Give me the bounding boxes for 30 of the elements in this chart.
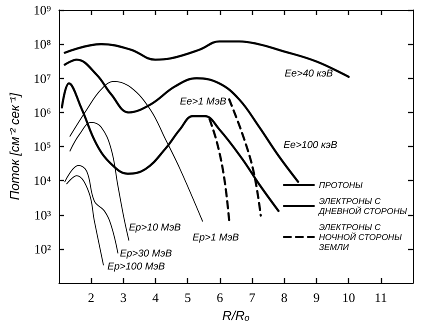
- y-tick-label: 10⁶: [33, 104, 51, 120]
- x-tick-label: 7: [248, 290, 256, 306]
- x-tick-label: 8: [281, 290, 288, 306]
- x-tick-label: 2: [88, 290, 94, 306]
- x-tick-label: 4: [152, 290, 160, 306]
- y-tick-label: 10³: [34, 207, 52, 222]
- x-tick-label: 5: [184, 290, 191, 306]
- y-tick-label: 10⁵: [33, 139, 51, 154]
- x-tick-label: 10: [342, 290, 356, 306]
- annotation: Ep>100 МэВ: [107, 261, 166, 272]
- x-tick-label: 9: [313, 290, 320, 306]
- legend-label: ПРОТОНЫ: [318, 180, 364, 190]
- x-tick-label: 3: [120, 290, 127, 306]
- y-axis-title: Поток [см⁻² сек⁻¹]: [7, 92, 22, 200]
- x-tick-label: 11: [374, 290, 388, 306]
- annotation: Ee>100 кэВ: [283, 140, 338, 152]
- legend-label: ЭЛЕКТРОНЫ С ДНЕВНОЙ СТОРОНЫ: [318, 196, 408, 216]
- y-tick-label: 10⁹: [33, 2, 52, 18]
- legend-label: ЭЛЕКТРОНЫ С НОЧНОЙ СТОРОНЫ ЗЕМЛИ: [318, 222, 402, 252]
- annotation: Ep>30 МэВ: [120, 248, 172, 260]
- y-tick-label: 10⁷: [33, 70, 51, 86]
- annotation: Ee>1 МэВ: [180, 96, 227, 108]
- annotation: Ee>40 кэВ: [284, 68, 334, 80]
- x-tick-label: 6: [216, 290, 224, 306]
- x-axis-title: R/Rₒ: [222, 308, 250, 323]
- annotation: Ep>10 МэВ: [128, 222, 182, 234]
- y-tick-label: 10⁴: [33, 173, 52, 188]
- y-tick-label: 10²: [34, 241, 52, 256]
- y-tick-label: 10⁸: [33, 36, 52, 52]
- annotation: Ep>1 МэВ: [192, 232, 240, 244]
